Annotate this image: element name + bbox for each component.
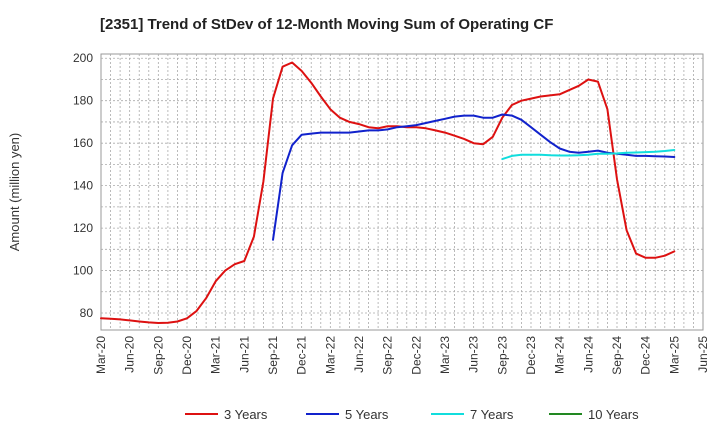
- x-tick-label: Sep-23: [495, 336, 509, 375]
- x-tick-label: Jun-20: [123, 336, 137, 373]
- plot-area: [100, 53, 704, 331]
- y-tick-label: 160: [73, 136, 93, 150]
- x-tick-label: Sep-22: [381, 336, 395, 375]
- x-tick-label: Mar-21: [209, 336, 223, 374]
- x-tick-label: Jun-23: [467, 336, 481, 373]
- x-tick-label: Sep-20: [151, 336, 165, 375]
- y-tick-label: 180: [73, 94, 93, 108]
- x-tick-label: Dec-23: [524, 336, 538, 375]
- x-tick-label: Dec-24: [639, 336, 653, 375]
- y-tick-label: 140: [73, 179, 93, 193]
- x-tick-label: Mar-20: [94, 336, 108, 374]
- x-axis: Mar-20 Jun-20 Sep-20 Dec-20 Mar-21 Jun-21 Sep-…: [94, 336, 710, 375]
- x-tick-label: Jun-25: [696, 336, 710, 373]
- x-tick-label: Mar-22: [323, 336, 337, 374]
- series-line-5-years: [272, 113, 676, 241]
- series-line-7-years: [501, 149, 676, 161]
- x-tick-label: Dec-22: [409, 336, 423, 375]
- y-tick-label: 200: [73, 51, 93, 65]
- x-tick-label: Jun-22: [352, 336, 366, 373]
- y-axis: 80 100 120 140 160 180 200: [73, 51, 93, 320]
- x-tick-label: Mar-24: [553, 336, 567, 374]
- x-tick-label: Jun-21: [237, 336, 251, 373]
- y-tick-label: 120: [73, 221, 93, 235]
- x-tick-label: Mar-25: [667, 336, 681, 374]
- legend-label: 7 Years: [470, 407, 514, 422]
- series-line-3-years: [100, 61, 676, 324]
- plot-background: [100, 53, 704, 331]
- legend-label: 3 Years: [224, 407, 268, 422]
- x-tick-label: Sep-24: [610, 336, 624, 375]
- x-tick-label: Mar-23: [438, 336, 452, 374]
- chart-title: [2351] Trend of StDev of 12-Month Moving…: [100, 16, 554, 33]
- x-tick-label: Dec-20: [180, 336, 194, 375]
- x-tick-label: Dec-21: [295, 336, 309, 375]
- legend-label: 10 Years: [588, 407, 639, 422]
- x-tick-label: Sep-21: [266, 336, 280, 375]
- legend-label: 5 Years: [345, 407, 389, 422]
- y-tick-label: 100: [73, 264, 93, 278]
- x-tick-label: Jun-24: [581, 336, 595, 373]
- series-lines: [100, 61, 676, 324]
- grid-lines: [101, 54, 703, 330]
- legend: 3 Years 5 Years 7 Years 10 Years: [185, 407, 639, 422]
- y-axis-title: Amount (million yen): [7, 133, 22, 252]
- y-tick-label: 80: [80, 306, 94, 320]
